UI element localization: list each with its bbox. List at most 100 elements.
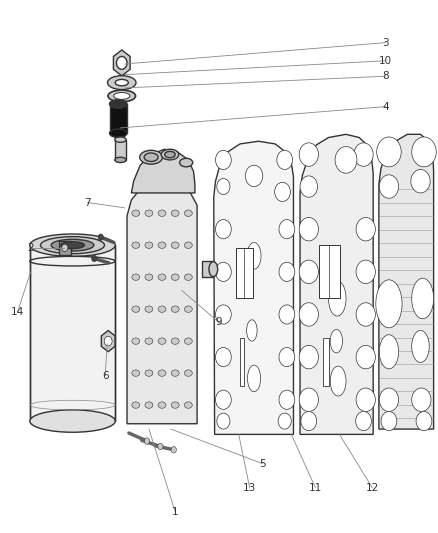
Ellipse shape: [51, 239, 94, 251]
Ellipse shape: [215, 262, 231, 281]
Ellipse shape: [354, 143, 373, 166]
Ellipse shape: [335, 147, 357, 173]
Ellipse shape: [299, 388, 318, 411]
Ellipse shape: [30, 234, 115, 256]
Ellipse shape: [412, 278, 434, 319]
Ellipse shape: [215, 305, 231, 324]
Ellipse shape: [299, 345, 318, 369]
Ellipse shape: [158, 402, 166, 408]
Ellipse shape: [171, 370, 179, 376]
Ellipse shape: [165, 151, 175, 158]
Text: 12: 12: [366, 483, 379, 492]
Ellipse shape: [184, 306, 192, 312]
Ellipse shape: [114, 93, 130, 100]
Ellipse shape: [115, 79, 128, 86]
Bar: [240, 338, 244, 386]
Ellipse shape: [158, 370, 166, 376]
Ellipse shape: [277, 150, 293, 169]
Circle shape: [117, 56, 127, 69]
Ellipse shape: [328, 281, 346, 316]
Ellipse shape: [158, 242, 166, 248]
Ellipse shape: [215, 220, 231, 239]
Ellipse shape: [145, 370, 153, 376]
Ellipse shape: [171, 338, 179, 344]
Bar: [59, 241, 71, 255]
Text: 1: 1: [172, 507, 179, 516]
Polygon shape: [101, 330, 115, 352]
Ellipse shape: [300, 176, 318, 197]
Circle shape: [171, 447, 177, 453]
Ellipse shape: [171, 306, 179, 312]
Text: 13: 13: [243, 483, 256, 492]
Ellipse shape: [215, 390, 231, 409]
Ellipse shape: [132, 338, 140, 344]
Ellipse shape: [145, 242, 153, 248]
Ellipse shape: [171, 210, 179, 216]
Bar: [30, 245, 115, 421]
Polygon shape: [214, 141, 293, 434]
Ellipse shape: [171, 402, 179, 408]
Ellipse shape: [412, 388, 431, 411]
Ellipse shape: [356, 217, 375, 241]
Ellipse shape: [279, 390, 295, 409]
Text: 9: 9: [215, 318, 223, 327]
Ellipse shape: [158, 306, 166, 312]
Ellipse shape: [217, 413, 230, 429]
Text: 11: 11: [309, 483, 322, 492]
Ellipse shape: [30, 410, 115, 432]
Ellipse shape: [171, 274, 179, 280]
Text: 4: 4: [382, 102, 389, 111]
Ellipse shape: [132, 370, 140, 376]
Bar: [236, 248, 253, 298]
Ellipse shape: [40, 237, 105, 254]
Text: 6: 6: [102, 371, 109, 381]
Ellipse shape: [132, 402, 140, 408]
Ellipse shape: [108, 90, 136, 102]
Ellipse shape: [411, 169, 430, 193]
Ellipse shape: [279, 348, 295, 367]
Ellipse shape: [158, 338, 166, 344]
Ellipse shape: [278, 413, 291, 429]
Ellipse shape: [215, 150, 231, 169]
Ellipse shape: [299, 217, 318, 241]
Polygon shape: [379, 134, 434, 429]
Ellipse shape: [180, 158, 193, 167]
Ellipse shape: [330, 329, 343, 353]
Ellipse shape: [145, 306, 153, 312]
Ellipse shape: [158, 210, 166, 216]
Polygon shape: [300, 134, 373, 434]
Ellipse shape: [356, 303, 375, 326]
Ellipse shape: [379, 335, 399, 369]
Ellipse shape: [184, 370, 192, 376]
Ellipse shape: [184, 338, 192, 344]
Ellipse shape: [381, 411, 397, 431]
Ellipse shape: [247, 243, 261, 269]
Ellipse shape: [145, 402, 153, 408]
Bar: [110, 104, 127, 133]
Ellipse shape: [356, 260, 375, 284]
Ellipse shape: [145, 274, 153, 280]
Bar: [323, 338, 328, 386]
Ellipse shape: [132, 274, 140, 280]
Text: 8: 8: [382, 71, 389, 81]
Ellipse shape: [184, 274, 192, 280]
Polygon shape: [127, 179, 197, 424]
Ellipse shape: [412, 137, 436, 167]
Ellipse shape: [416, 411, 432, 431]
Ellipse shape: [215, 348, 231, 367]
Ellipse shape: [356, 345, 375, 369]
Text: 5: 5: [259, 459, 266, 469]
Ellipse shape: [376, 280, 402, 328]
Ellipse shape: [379, 175, 399, 198]
Circle shape: [62, 244, 68, 252]
Ellipse shape: [60, 242, 85, 248]
Ellipse shape: [184, 242, 192, 248]
Ellipse shape: [144, 153, 158, 161]
Text: 10: 10: [379, 56, 392, 66]
Ellipse shape: [279, 305, 295, 324]
Text: 14: 14: [11, 307, 24, 317]
Bar: [115, 140, 126, 160]
Ellipse shape: [299, 303, 318, 326]
Ellipse shape: [110, 129, 127, 138]
Ellipse shape: [275, 182, 290, 201]
